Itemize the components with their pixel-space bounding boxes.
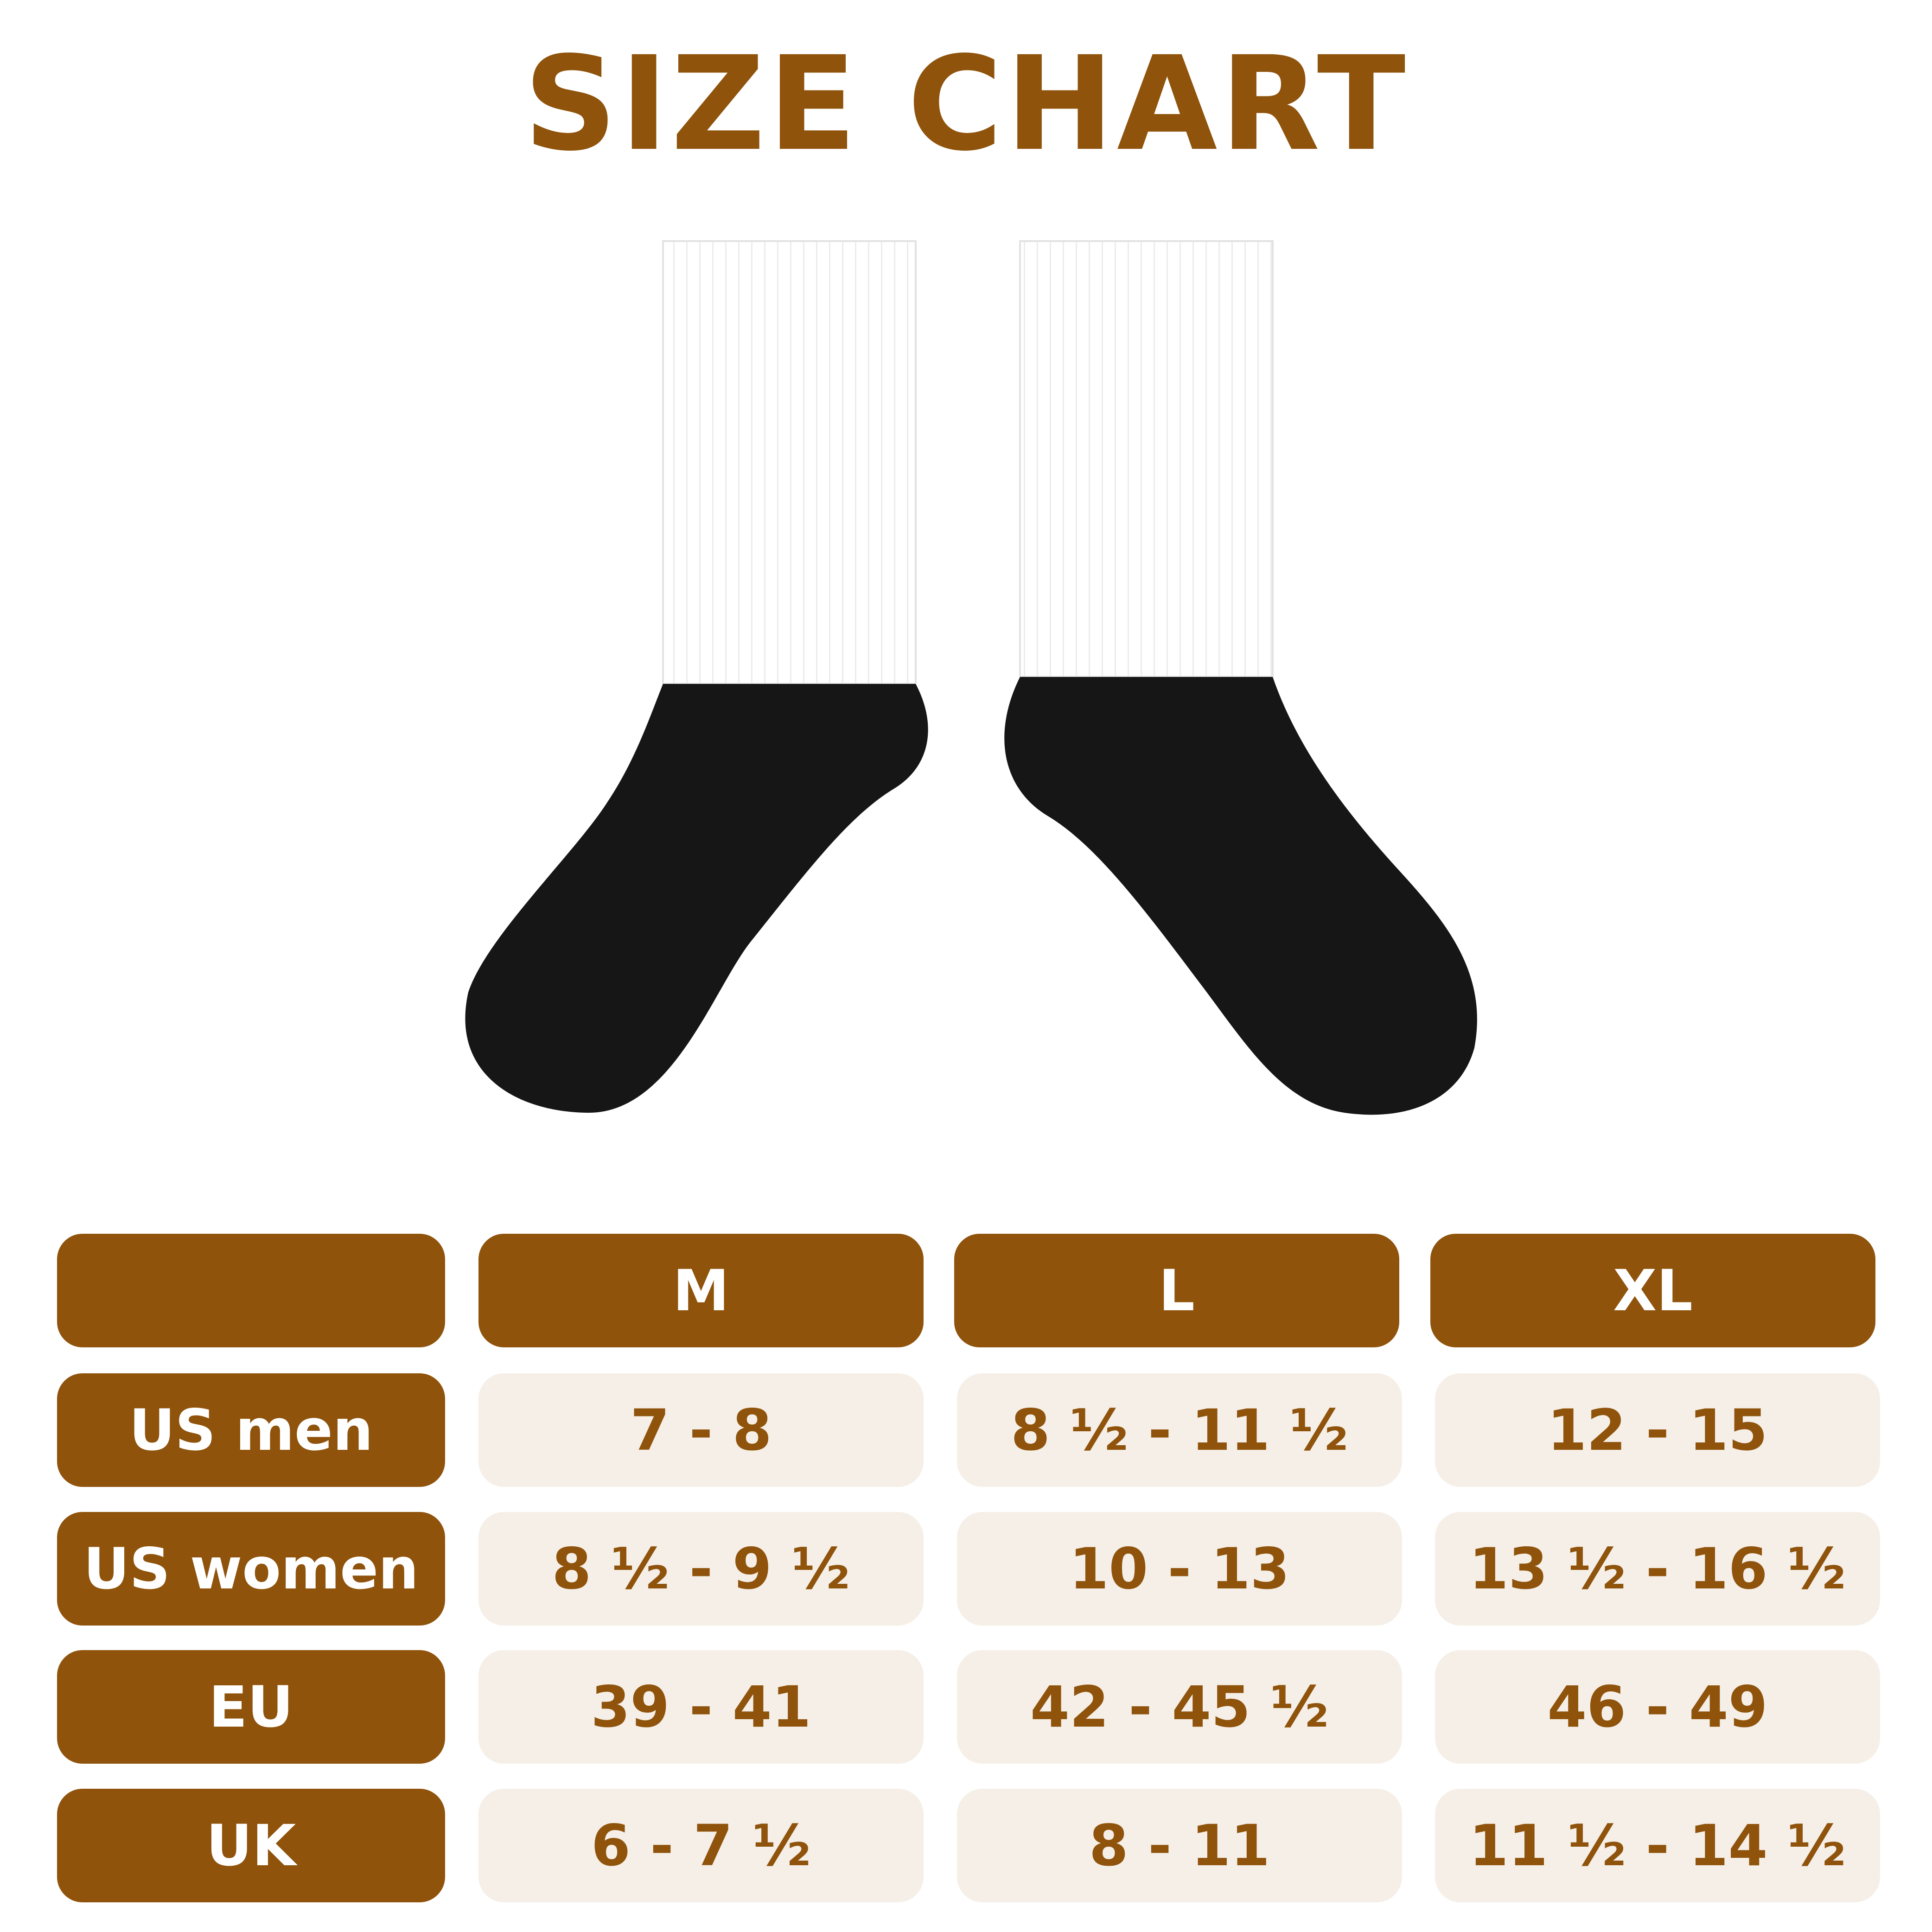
row-label-eu: EU (57, 1650, 445, 1764)
table-cell: 12 - 15 (1435, 1373, 1880, 1487)
left-sock (465, 240, 928, 1113)
header-cell-xl: XL (1430, 1234, 1875, 1347)
header-cell-empty (57, 1234, 445, 1347)
table-cell: 6 - 7 ½ (478, 1789, 924, 1902)
table-cell: 7 - 8 (478, 1373, 924, 1487)
socks-image (465, 240, 1477, 1115)
table-cell: 13 ½ - 16 ½ (1435, 1512, 1880, 1626)
table-cell: 11 ½ - 14 ½ (1435, 1789, 1880, 1902)
table-cell: 39 - 41 (478, 1650, 924, 1764)
header-cell-l: L (954, 1234, 1399, 1347)
table-cell: 8 ½ - 9 ½ (478, 1512, 924, 1626)
table-cell: 8 ½ - 11 ½ (957, 1373, 1402, 1487)
page-title: SIZE CHART (523, 29, 1409, 180)
header-cell-m: M (478, 1234, 924, 1347)
table-cell: 46 - 49 (1435, 1650, 1880, 1764)
row-label-us-men: US men (57, 1373, 445, 1487)
row-label-us-women: US women (57, 1512, 445, 1626)
table-cell: 42 - 45 ½ (957, 1650, 1402, 1764)
row-label-uk: UK (57, 1789, 445, 1902)
right-sock (1004, 240, 1477, 1115)
table-cell: 10 - 13 (957, 1512, 1402, 1626)
table-cell: 8 - 11 (957, 1789, 1402, 1902)
